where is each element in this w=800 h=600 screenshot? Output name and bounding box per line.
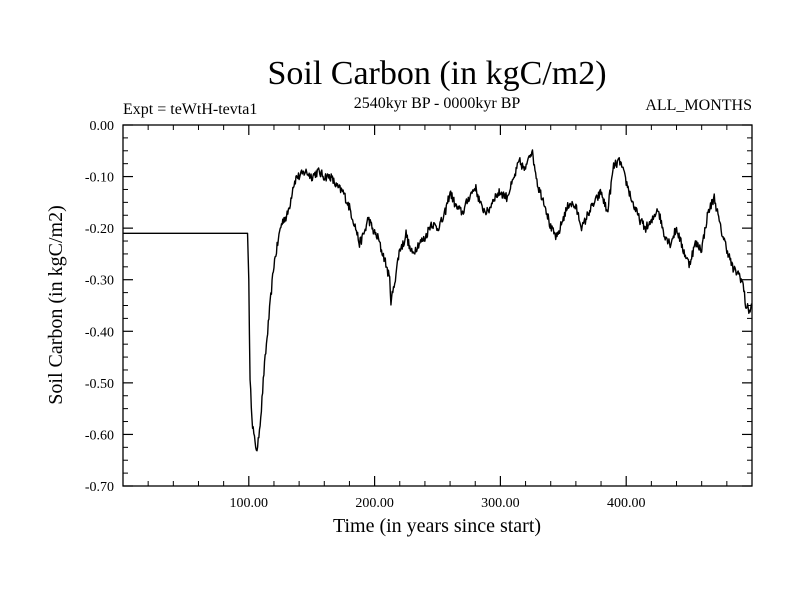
time-range-label: 2540kyr BP - 0000kyr BP — [354, 95, 521, 112]
x-tick-label: 300.00 — [481, 496, 520, 511]
x-tick-label: 100.00 — [230, 496, 269, 511]
y-tick-label: -0.10 — [85, 171, 114, 186]
x-axis-label: Time (in years since start) — [333, 515, 541, 537]
x-tick-label: 200.00 — [355, 496, 394, 511]
y-tick-label: -0.60 — [85, 428, 114, 443]
y-tick-label: -0.50 — [85, 377, 114, 392]
y-tick-label: 0.00 — [90, 119, 115, 134]
axis-ticks: 0.00 -0.10 -0.20 -0.30 -0.40 -0.50 -0.60 -0.70 1… — [85, 119, 752, 511]
experiment-label: Expt = teWtH-tevta1 — [123, 101, 257, 118]
y-tick-label: -0.70 — [85, 480, 114, 495]
months-label: ALL_MONTHS — [645, 97, 752, 114]
x-tick-label: 400.00 — [607, 496, 646, 511]
y-tick-label: -0.40 — [85, 325, 114, 340]
y-tick-label: -0.20 — [85, 222, 114, 237]
y-axis-label: Soil Carbon (in kgC/m2) — [45, 205, 67, 404]
plot-area — [122, 149, 753, 452]
chart-title: Soil Carbon (in kgC/m2) — [267, 55, 606, 92]
series-line-soil-carbon — [122, 149, 753, 452]
y-tick-label: -0.30 — [85, 274, 114, 289]
